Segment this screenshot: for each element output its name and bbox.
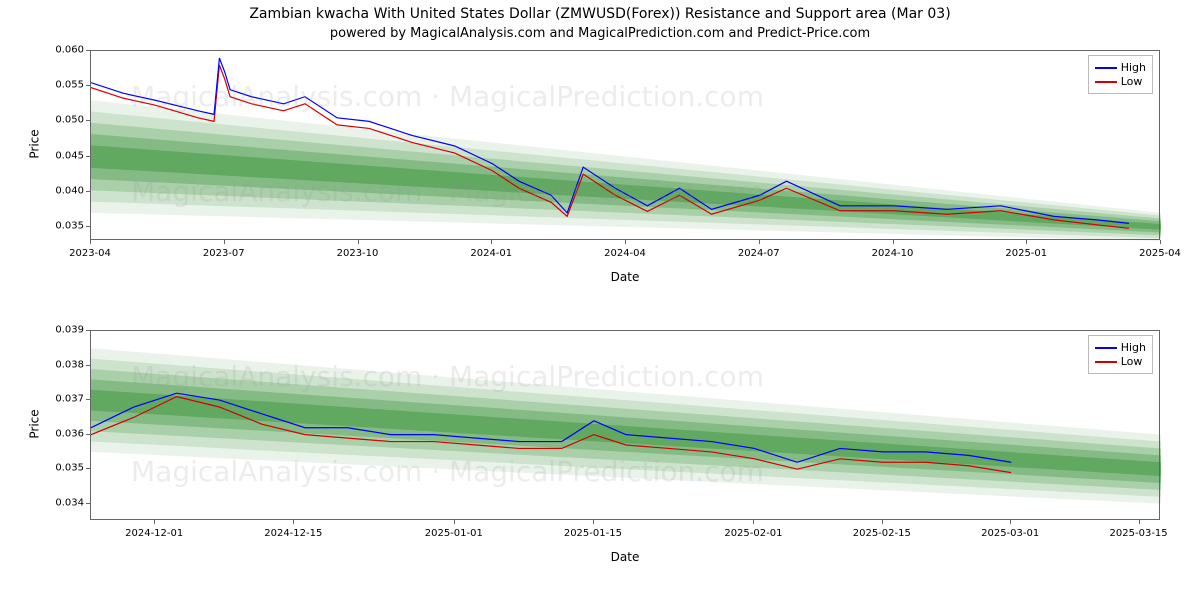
chart-subtitle: powered by MagicalAnalysis.com and Magic…: [0, 26, 1200, 41]
x-tick-label: 2023-07: [203, 248, 245, 259]
x-tick-label: 2024-04: [604, 248, 646, 259]
legend-label: Low: [1121, 355, 1143, 368]
legend-item: High: [1095, 341, 1146, 354]
x-tick-label: 2025-03-01: [981, 528, 1039, 539]
x-tick-label: 2025-04: [1139, 248, 1181, 259]
y-tick-label: 0.035: [34, 220, 84, 231]
legend-swatch-icon: [1095, 361, 1117, 363]
x-tick-label: 2024-07: [738, 248, 780, 259]
y-tick-label: 0.035: [34, 463, 84, 474]
legend-swatch-icon: [1095, 67, 1117, 69]
legend-swatch-icon: [1095, 81, 1117, 83]
x-tick-label: 2024-01: [470, 248, 512, 259]
chart-plot-top: [91, 51, 1161, 241]
y-tick-label: 0.036: [34, 428, 84, 439]
chart-panel-bottom: HighLow MagicalAnalysis.com · MagicalPre…: [90, 330, 1160, 520]
legend-item: Low: [1095, 355, 1146, 368]
x-tick-label: 2025-03-15: [1110, 528, 1168, 539]
legend-label: Low: [1121, 75, 1143, 88]
legend-item: High: [1095, 61, 1146, 74]
x-tick-label: 2024-10: [872, 248, 914, 259]
y-tick-label: 0.039: [34, 325, 84, 336]
chart-title: Zambian kwacha With United States Dollar…: [0, 6, 1200, 22]
x-tick-label: 2023-10: [337, 248, 379, 259]
legend-item: Low: [1095, 75, 1146, 88]
x-tick-label: 2025-02-15: [853, 528, 911, 539]
legend-bottom: HighLow: [1088, 335, 1153, 374]
chart-plot-bottom: [91, 331, 1161, 521]
x-tick-label: 2025-01-15: [564, 528, 622, 539]
x-tick-label: 2025-02-01: [724, 528, 782, 539]
x-tick-label: 2025-01-01: [425, 528, 483, 539]
x-axis-label-top: Date: [90, 270, 1160, 284]
y-tick-label: 0.038: [34, 359, 84, 370]
y-tick-label: 0.045: [34, 150, 84, 161]
y-tick-label: 0.060: [34, 45, 84, 56]
x-tick-label: 2023-04: [69, 248, 111, 259]
y-tick-label: 0.040: [34, 185, 84, 196]
chart-panel-top: HighLow MagicalAnalysis.com · MagicalPre…: [90, 50, 1160, 240]
x-tick-label: 2024-12-01: [125, 528, 183, 539]
legend-label: High: [1121, 61, 1146, 74]
y-tick-label: 0.037: [34, 394, 84, 405]
legend-swatch-icon: [1095, 347, 1117, 349]
legend-label: High: [1121, 341, 1146, 354]
y-tick-label: 0.050: [34, 115, 84, 126]
x-tick-label: 2024-12-15: [264, 528, 322, 539]
x-axis-label-bottom: Date: [90, 550, 1160, 564]
y-tick-label: 0.034: [34, 497, 84, 508]
x-tick-label: 2025-01: [1005, 248, 1047, 259]
legend-top: HighLow: [1088, 55, 1153, 94]
y-tick-label: 0.055: [34, 80, 84, 91]
